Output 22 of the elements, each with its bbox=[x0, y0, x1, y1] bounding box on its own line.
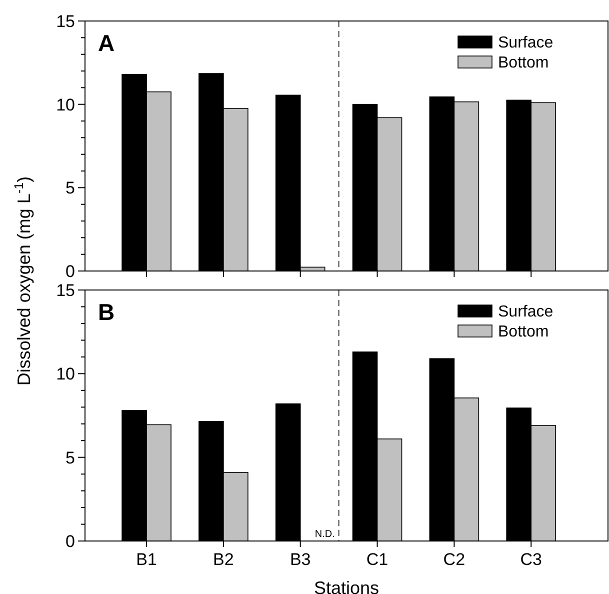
x-tick-label: B2 bbox=[213, 550, 234, 569]
chart-title: B bbox=[98, 299, 115, 325]
y-tick-label: 0 bbox=[66, 532, 75, 551]
legend-label: Surface bbox=[498, 304, 554, 321]
legend-label: Bottom bbox=[498, 54, 549, 72]
legend-label: Bottom bbox=[498, 324, 549, 341]
x-axis-title: Stations bbox=[314, 578, 380, 594]
y-tick-label: 15 bbox=[56, 12, 75, 31]
x-tick-label: C2 bbox=[443, 550, 466, 569]
chart-title: A bbox=[98, 30, 115, 56]
annotation: N.D. bbox=[314, 529, 335, 540]
legend-label: Surface bbox=[498, 34, 554, 52]
x-tick-label: C1 bbox=[366, 550, 388, 569]
y-tick-label: 10 bbox=[56, 95, 75, 114]
y-tick-label: 0 bbox=[66, 262, 75, 281]
x-tick-label: B1 bbox=[136, 550, 157, 569]
y-tick-label: 5 bbox=[66, 448, 75, 468]
x-tick-label: B3 bbox=[290, 550, 311, 569]
y-tick-label: 15 bbox=[56, 280, 75, 300]
x-tick-label: C3 bbox=[520, 550, 542, 569]
y-tick-label: 5 bbox=[66, 178, 75, 198]
y-tick-label: 10 bbox=[56, 364, 75, 384]
